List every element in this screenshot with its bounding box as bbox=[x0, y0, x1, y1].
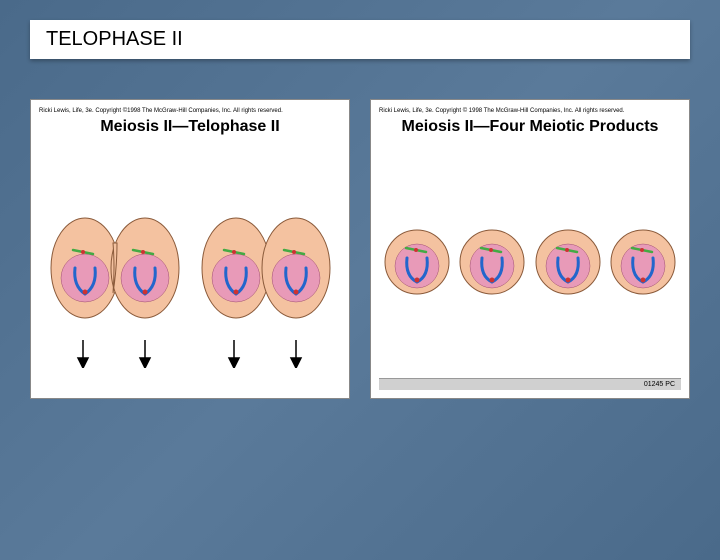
round-cell bbox=[382, 222, 452, 302]
round-cell bbox=[608, 222, 678, 302]
panel-right: Ricki Lewis, Life, 3e. Copyright © 1998 … bbox=[370, 99, 690, 399]
title-bar: TELOPHASE II bbox=[30, 20, 690, 59]
dividing-cells-svg bbox=[196, 198, 336, 338]
arrow-icon bbox=[288, 340, 304, 368]
arrow-icon bbox=[226, 340, 242, 368]
left-panel-title: Meiosis II—Telophase II bbox=[39, 118, 341, 136]
dividing-pair bbox=[196, 198, 336, 338]
dividing-cells-svg bbox=[45, 198, 185, 338]
right-footer-code: 01245 PC bbox=[379, 378, 681, 390]
arrow-icon bbox=[75, 340, 91, 368]
round-cell bbox=[457, 222, 527, 302]
left-copyright: Ricki Lewis, Life, 3e. Copyright ©1998 T… bbox=[39, 108, 341, 114]
right-copyright: Ricki Lewis, Life, 3e. Copyright © 1998 … bbox=[379, 108, 681, 114]
left-cells-row bbox=[39, 146, 341, 390]
panel-left: Ricki Lewis, Life, 3e. Copyright ©1998 T… bbox=[30, 99, 350, 399]
right-cells-row bbox=[379, 146, 681, 378]
dividing-pair bbox=[45, 198, 185, 338]
round-cell bbox=[533, 222, 603, 302]
slide-title: TELOPHASE II bbox=[46, 28, 183, 50]
panels-container: Ricki Lewis, Life, 3e. Copyright ©1998 T… bbox=[0, 59, 720, 439]
arrow-icon bbox=[137, 340, 153, 368]
right-panel-title: Meiosis II—Four Meiotic Products bbox=[379, 118, 681, 136]
